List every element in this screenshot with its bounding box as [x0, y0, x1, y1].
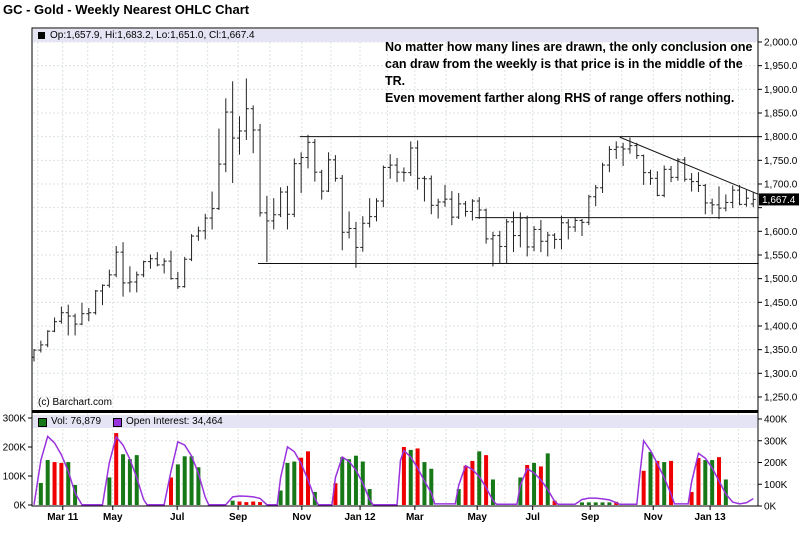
svg-text:300K: 300K: [764, 436, 788, 447]
svg-text:1,900.0: 1,900.0: [764, 85, 798, 96]
open-interest-legend-label: Open Interest: 34,464: [126, 416, 223, 427]
svg-text:100K: 100K: [3, 472, 27, 483]
svg-text:Nov: Nov: [292, 512, 311, 523]
svg-text:1,667.4: 1,667.4: [762, 195, 796, 206]
svg-text:1,250.0: 1,250.0: [764, 392, 798, 403]
svg-text:1,450.0: 1,450.0: [764, 298, 798, 309]
svg-text:Jul: Jul: [170, 512, 185, 523]
ohlc-quote-readout: Op:1,657.9, Hi:1,683.2, Lo:1,651.0, Cl:1…: [50, 30, 255, 41]
svg-text:200K: 200K: [3, 443, 27, 454]
svg-text:1,750.0: 1,750.0: [764, 156, 798, 167]
svg-text:100K: 100K: [764, 480, 788, 491]
svg-text:0K: 0K: [764, 502, 777, 513]
svg-text:1,350.0: 1,350.0: [764, 345, 798, 356]
svg-text:Jan 13: Jan 13: [695, 512, 727, 523]
svg-text:1,550.0: 1,550.0: [764, 250, 798, 261]
svg-text:1,950.0: 1,950.0: [764, 61, 798, 72]
svg-text:1,700.0: 1,700.0: [764, 179, 798, 190]
svg-text:Mar: Mar: [406, 512, 424, 523]
svg-text:1,800.0: 1,800.0: [764, 132, 798, 143]
svg-text:Jul: Jul: [525, 512, 540, 523]
svg-text:1,850.0: 1,850.0: [764, 108, 798, 119]
svg-text:May: May: [103, 512, 123, 523]
svg-text:300K: 300K: [3, 414, 27, 425]
svg-text:2,000.0: 2,000.0: [764, 38, 798, 49]
svg-text:Sep: Sep: [229, 512, 247, 523]
svg-text:May: May: [467, 512, 487, 523]
ohlc-bars: [31, 78, 756, 362]
axis-labels: 2,000.0 1,950.0 1,900.0 1,850.0 1,800.0 1,750…: [3, 38, 798, 524]
legend-strips: [33, 29, 757, 428]
trendlines: [257, 136, 759, 265]
chart-frame: [31, 27, 759, 507]
svg-text:1,400.0: 1,400.0: [764, 321, 798, 332]
svg-text:Mar 11: Mar 11: [47, 512, 79, 523]
last-price-tag: 1,667.4: [759, 193, 799, 206]
svg-text:Nov: Nov: [644, 512, 663, 523]
quote-series-marker-icon: [38, 32, 45, 39]
svg-text:200K: 200K: [764, 458, 788, 469]
svg-text:1,500.0: 1,500.0: [764, 274, 798, 285]
horizontal-gridlines: [33, 41, 757, 485]
open-interest-line: [33, 435, 754, 506]
volume-legend-swatch-icon: [38, 418, 47, 427]
svg-text:1,600.0: 1,600.0: [764, 227, 798, 238]
svg-text:Jan 12: Jan 12: [344, 512, 376, 523]
svg-text:400K: 400K: [764, 415, 788, 426]
svg-text:0K: 0K: [14, 501, 27, 512]
analyst-annotation: No matter how many lines are drawn, the …: [385, 40, 753, 105]
copyright-label: (c) Barchart.com: [38, 397, 112, 408]
volume-legend-label: Vol: 76,879: [51, 416, 102, 427]
vertical-gridlines: [37, 42, 740, 506]
svg-text:1,300.0: 1,300.0: [764, 369, 798, 380]
volume-bars: [38, 433, 728, 505]
open-interest-legend-swatch-icon: [113, 418, 122, 427]
svg-text:Sep: Sep: [581, 512, 599, 523]
page-title: GC - Gold - Weekly Nearest OHLC Chart: [3, 2, 250, 17]
